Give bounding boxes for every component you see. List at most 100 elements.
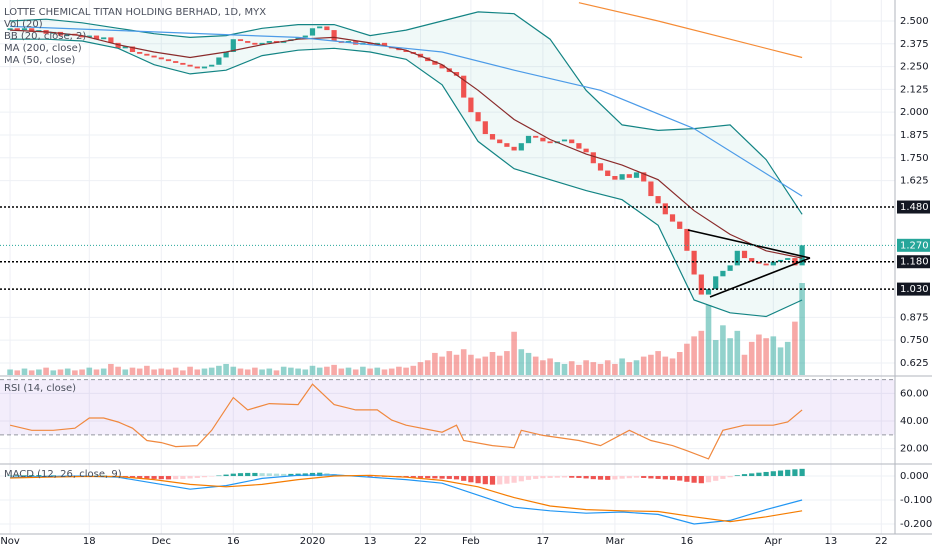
- macd-histogram-bar: [705, 476, 712, 483]
- volume-bar: [489, 352, 496, 375]
- volume-bar: [410, 365, 417, 375]
- volume-bar: [684, 343, 690, 375]
- candle: [792, 258, 798, 266]
- macd-histogram-bar: [684, 476, 690, 482]
- volume-bar: [374, 367, 381, 375]
- candle: [144, 53, 150, 56]
- candle: [597, 163, 604, 171]
- candle: [173, 61, 179, 63]
- volume-bar: [309, 365, 316, 375]
- candle: [763, 263, 769, 266]
- volume-bar: [453, 354, 460, 375]
- volume-bar: [799, 283, 805, 375]
- macd-histogram-bar: [281, 473, 287, 477]
- x-tick-label: 13: [825, 536, 838, 547]
- volume-bar: [266, 368, 273, 375]
- candle: [741, 250, 748, 259]
- x-tick-label: 22: [875, 536, 888, 547]
- macd-histogram-bar: [374, 476, 380, 477]
- candle: [777, 259, 784, 262]
- macd-histogram-bar: [101, 475, 107, 477]
- volume-bar: [381, 369, 388, 375]
- volume-bar: [676, 352, 683, 375]
- volume-bar: [504, 351, 510, 375]
- x-tick-label: 16: [227, 536, 240, 547]
- candle: [677, 221, 683, 229]
- candle: [626, 174, 632, 178]
- volume-bar: [604, 360, 611, 375]
- candle: [655, 196, 661, 204]
- candle: [705, 289, 712, 295]
- volume-bar: [158, 368, 165, 375]
- candle: [648, 181, 654, 197]
- macd-histogram-bar: [122, 476, 128, 477]
- macd-histogram-bar: [468, 476, 474, 483]
- macd-histogram-bar: [525, 476, 532, 480]
- volume-bar: [36, 369, 42, 375]
- candle: [698, 274, 704, 295]
- y-tick-label: -0.200: [900, 519, 932, 530]
- macd-histogram-bar: [777, 470, 784, 477]
- volume-bar: [712, 340, 719, 375]
- rsi-line: [9, 383, 803, 460]
- macd-histogram-bar: [698, 476, 704, 484]
- macd-histogram-bar: [14, 475, 20, 477]
- level-label: 1.030: [900, 284, 929, 295]
- candle: [295, 37, 301, 40]
- candle: [569, 139, 575, 144]
- candle: [641, 172, 647, 182]
- macd-histogram-bar: [741, 474, 748, 477]
- volume-bar: [64, 368, 71, 375]
- volume-bar: [50, 370, 57, 375]
- volume-bar: [180, 370, 186, 375]
- candle: [230, 39, 236, 52]
- candle: [561, 139, 568, 142]
- candle: [583, 148, 589, 153]
- volume-bar: [590, 362, 597, 375]
- level-label-bg: [897, 282, 930, 296]
- volume-bar: [612, 363, 618, 375]
- volume-bar: [792, 321, 798, 375]
- macd-histogram-bar: [252, 472, 258, 477]
- volume-bar: [201, 368, 208, 375]
- volume-bar: [468, 354, 474, 375]
- candle: [259, 42, 265, 45]
- volume-bar: [554, 362, 561, 375]
- candle: [518, 143, 524, 151]
- volume-bar: [252, 367, 258, 375]
- candle: [151, 55, 157, 58]
- macd-histogram-bar: [461, 476, 467, 481]
- y-tick-label: 0.000: [900, 471, 929, 482]
- candle: [137, 51, 143, 54]
- macd-histogram-bar: [7, 475, 13, 477]
- macd-histogram-bar: [201, 476, 208, 478]
- macd-histogram-bar: [619, 476, 625, 479]
- candle: [115, 42, 121, 49]
- volume-bar: [424, 360, 431, 375]
- ma200: [578, 2, 803, 59]
- volume-bar: [417, 362, 424, 375]
- macd-histogram-bar: [425, 476, 431, 479]
- macd-histogram-bar: [770, 471, 776, 477]
- marks: [0, 2, 895, 525]
- candle: [324, 26, 330, 31]
- bb-basis: [10, 29, 803, 259]
- volume-bar: [345, 367, 352, 375]
- macd-histogram-bar: [180, 476, 186, 479]
- volume-bar: [784, 341, 791, 375]
- macd-histogram-bar: [266, 473, 272, 477]
- candle: [475, 112, 481, 122]
- volume-bar: [597, 363, 604, 375]
- macd-histogram-bar: [187, 476, 193, 479]
- volume-bar: [144, 365, 150, 375]
- macd-histogram-bar: [792, 469, 798, 477]
- macd-histogram-bar: [533, 476, 539, 479]
- candle: [669, 214, 676, 222]
- volume-bar: [439, 356, 445, 375]
- candle: [799, 245, 805, 266]
- macd-histogram-bar: [727, 476, 733, 478]
- y-tick-label: 0.625: [900, 358, 929, 369]
- candle: [158, 57, 164, 60]
- volume-bar: [561, 363, 568, 375]
- volume-bar: [770, 336, 777, 375]
